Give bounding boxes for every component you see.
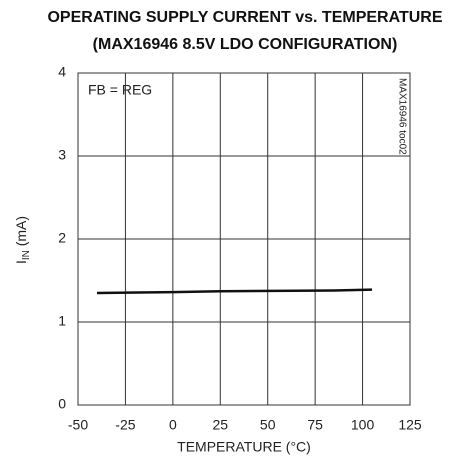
y-axis-label: IIN (mA) xyxy=(13,216,32,264)
x-tick-label: 0 xyxy=(169,417,177,433)
y-label-sub: IN xyxy=(21,250,32,260)
x-tick-label: 125 xyxy=(398,417,422,433)
chart-subtitle: (MAX16946 8.5V LDO CONFIGURATION) xyxy=(93,36,398,53)
annotation: FB = REG xyxy=(88,82,152,98)
data-line xyxy=(96,288,373,295)
y-label-unit: (mA) xyxy=(13,216,29,250)
annotation: MAX16946 toc02 xyxy=(396,78,407,155)
y-tick-label: 2 xyxy=(58,230,66,246)
x-tick-label: 100 xyxy=(351,417,375,433)
y-label-main: I xyxy=(13,260,29,264)
x-tick-label: 50 xyxy=(260,417,276,433)
x-tick-label: 25 xyxy=(212,417,228,433)
y-tick-label: 1 xyxy=(58,313,66,329)
x-axis-label: TEMPERATURE (°C) xyxy=(177,439,311,455)
chart-title: OPERATING SUPPLY CURRENT vs. TEMPERATURE xyxy=(47,9,442,26)
x-tick-label: -25 xyxy=(115,417,135,433)
y-tick-label: 3 xyxy=(58,147,66,163)
x-tick-label: -50 xyxy=(68,417,88,433)
x-tick-label: 75 xyxy=(307,417,323,433)
y-tick-label: 4 xyxy=(58,64,66,80)
y-tick-label: 0 xyxy=(58,396,66,412)
